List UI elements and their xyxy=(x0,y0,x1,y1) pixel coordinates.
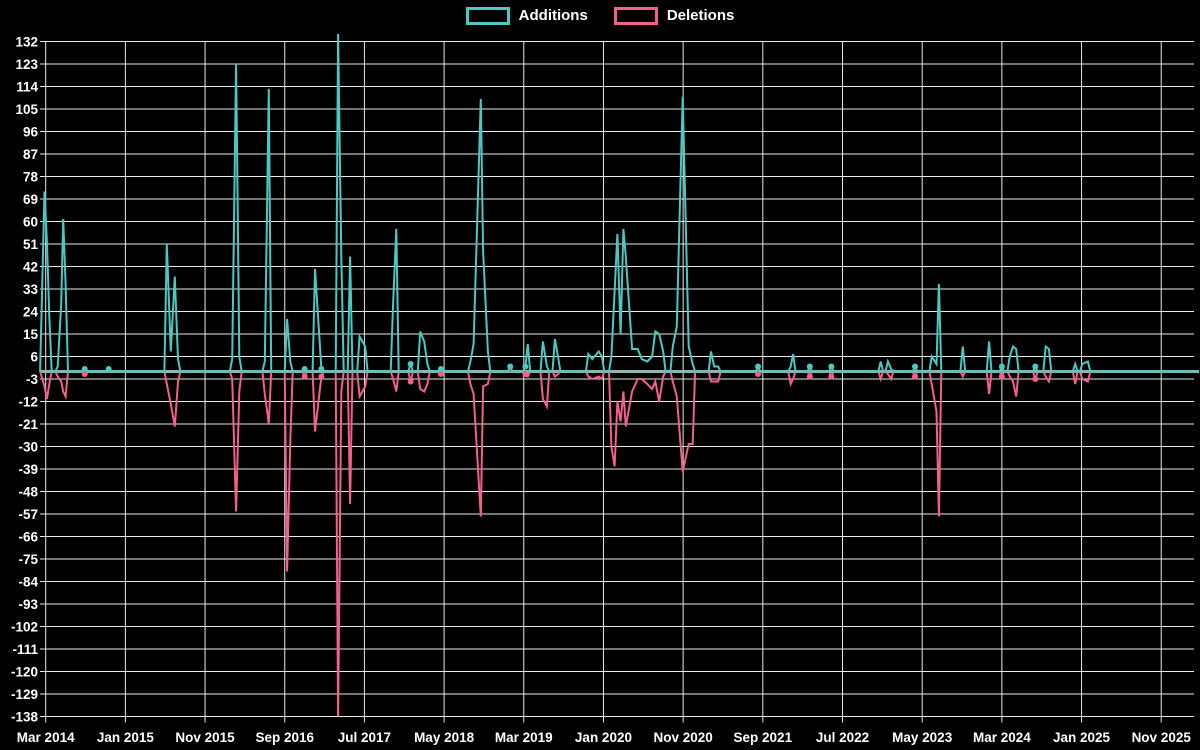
additions-line xyxy=(39,33,1198,373)
deletions-point-marker xyxy=(437,371,444,377)
deletions-point-marker xyxy=(912,373,919,380)
y-tick-label: 105 xyxy=(15,102,38,117)
y-tick-label: -84 xyxy=(18,575,38,590)
additions-point-marker xyxy=(105,366,112,372)
y-tick-label: -138 xyxy=(11,710,39,725)
y-tick-label: 114 xyxy=(16,80,38,95)
x-tick-label: May 2023 xyxy=(892,730,953,745)
y-tick-label: -48 xyxy=(18,485,38,500)
y-tick-label: 24 xyxy=(23,305,39,320)
y-tick-label: -120 xyxy=(11,665,38,680)
additions-point-marker xyxy=(1032,363,1039,370)
deletions-legend-label: Deletions xyxy=(666,7,735,24)
deletions-point-marker xyxy=(318,373,325,380)
y-tick-label: -3 xyxy=(26,372,38,387)
deletions-point-marker xyxy=(806,373,813,380)
y-tick-label: -57 xyxy=(18,507,38,522)
y-tick-label: 78 xyxy=(23,170,39,185)
deletions-point-marker xyxy=(755,371,762,377)
y-tick-label: -129 xyxy=(11,687,38,702)
x-tick-label: May 2018 xyxy=(414,730,475,745)
deletions-point-marker xyxy=(407,378,414,385)
y-tick-label: 60 xyxy=(23,215,38,230)
x-tick-label: Nov 2015 xyxy=(175,730,235,745)
deletions-point-marker xyxy=(301,373,308,380)
legend-item-deletions[interactable]: Deletions xyxy=(613,7,735,25)
additions-legend-swatch-icon xyxy=(465,7,510,25)
additions-point-marker xyxy=(755,363,762,370)
chart-legend: Additions Deletions xyxy=(0,7,1200,25)
additions-point-marker xyxy=(828,363,835,370)
additions-point-marker xyxy=(81,366,88,372)
y-tick-label: 96 xyxy=(23,125,39,140)
x-tick-label: Mar 2019 xyxy=(495,730,553,745)
y-tick-label: -39 xyxy=(18,462,38,477)
y-tick-label: 15 xyxy=(23,327,39,342)
y-tick-label: -30 xyxy=(18,440,38,455)
x-tick-label: Jan 2015 xyxy=(97,730,155,745)
deletions-line xyxy=(39,370,1198,717)
y-tick-label: 132 xyxy=(15,35,38,50)
additions-point-marker xyxy=(806,363,813,370)
y-tick-label: 69 xyxy=(23,192,38,207)
y-tick-label: -66 xyxy=(18,530,38,545)
x-tick-label: Jul 2017 xyxy=(338,730,391,745)
x-tick-label: Jul 2022 xyxy=(816,730,869,745)
y-tick-label: 87 xyxy=(23,147,38,162)
y-tick-label: -12 xyxy=(18,395,38,410)
x-tick-label: Sep 2016 xyxy=(255,730,314,745)
y-tick-label: 123 xyxy=(15,57,38,72)
additions-point-marker xyxy=(998,363,1005,370)
additions-point-marker xyxy=(437,366,444,372)
x-tick-label: Nov 2025 xyxy=(1132,730,1192,745)
deletions-point-marker xyxy=(998,373,1005,380)
y-tick-label: 33 xyxy=(23,282,39,297)
additions-point-marker xyxy=(318,366,325,372)
y-tick-label: -75 xyxy=(18,552,38,567)
x-tick-label: Sep 2021 xyxy=(734,730,793,745)
y-tick-label: -93 xyxy=(18,597,38,612)
additions-point-marker xyxy=(407,361,414,367)
additions-point-marker xyxy=(912,363,919,370)
y-tick-label: -102 xyxy=(11,620,38,635)
y-tick-label: 51 xyxy=(23,237,39,252)
x-tick-label: Jan 2020 xyxy=(575,730,632,745)
x-tick-label: Mar 2014 xyxy=(17,730,75,745)
y-tick-label: -111 xyxy=(12,642,38,657)
deletions-point-marker xyxy=(522,371,529,377)
deletions-point-marker xyxy=(828,373,835,380)
additions-point-marker xyxy=(301,366,308,372)
additions-legend-label: Additions xyxy=(518,7,588,24)
deletions-point-marker xyxy=(81,371,88,377)
y-tick-label: -21 xyxy=(18,417,38,432)
x-tick-label: Nov 2020 xyxy=(653,730,712,745)
deletions-point-marker xyxy=(1032,376,1039,382)
legend-item-additions[interactable]: Additions xyxy=(465,7,588,25)
x-tick-label: Mar 2024 xyxy=(973,730,1031,745)
y-tick-label: 42 xyxy=(23,260,38,275)
additions-point-marker xyxy=(507,363,514,370)
x-tick-label: Jan 2025 xyxy=(1053,730,1111,745)
y-tick-label: 6 xyxy=(30,350,38,365)
additions-point-marker xyxy=(522,363,529,370)
deletions-legend-swatch-icon xyxy=(613,7,658,25)
